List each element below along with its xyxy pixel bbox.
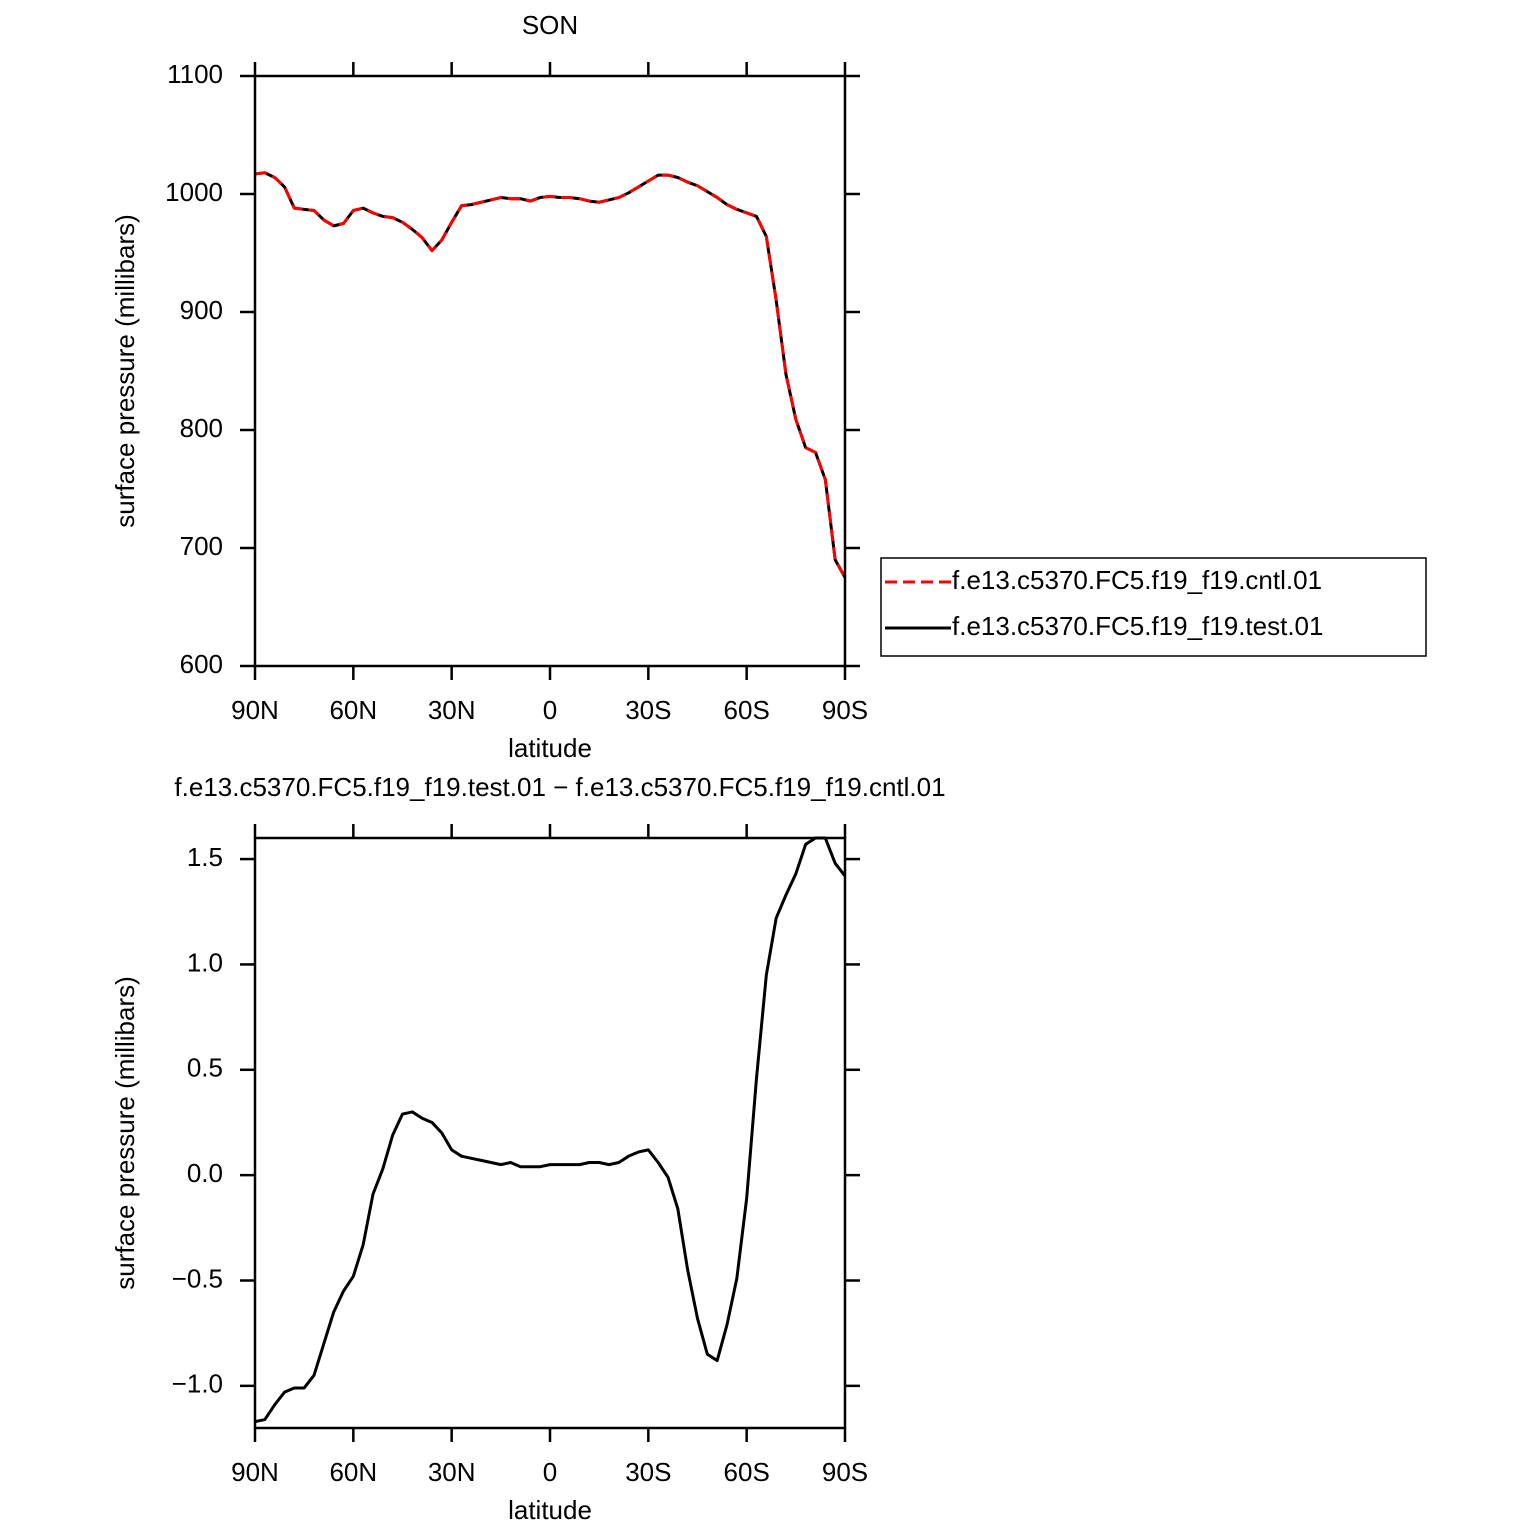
chart-title: f.e13.c5370.FC5.f19_f19.test.01 − f.e13.… (174, 772, 945, 802)
plot-frame (253, 74, 847, 668)
chart-title: SON (522, 10, 578, 40)
x-tick-label: 60N (329, 1457, 377, 1487)
data-line (254, 171, 847, 579)
y-tick-label: 1.5 (187, 842, 223, 872)
y-tick-label: 800 (180, 413, 223, 443)
y-tick-label: 0.0 (187, 1158, 223, 1188)
x-tick-label: 30S (625, 1457, 671, 1487)
data-line (254, 836, 847, 1424)
legend-label: f.e13.c5370.FC5.f19_f19.test.01 (952, 611, 1323, 641)
x-tick-label: 30N (428, 695, 476, 725)
x-tick-label: 30S (625, 695, 671, 725)
data-line (254, 171, 847, 579)
x-axis-label: latitude (508, 733, 592, 763)
x-tick-label: 0 (543, 1457, 557, 1487)
x-tick-label: 60N (329, 695, 377, 725)
x-tick-label: 0 (543, 695, 557, 725)
y-tick-label: −0.5 (172, 1263, 223, 1293)
y-tick-label: 700 (180, 531, 223, 561)
x-axis-label: latitude (508, 1495, 592, 1525)
plot-frame (253, 836, 847, 1430)
y-tick-label: 1.0 (187, 947, 223, 977)
x-tick-label: 60S (724, 695, 770, 725)
y-tick-label: 0.5 (187, 1053, 223, 1083)
x-tick-label: 90N (231, 1457, 279, 1487)
x-tick-label: 30N (428, 1457, 476, 1487)
y-tick-label: 900 (180, 295, 223, 325)
y-axis-label: surface pressure (millibars) (110, 214, 140, 528)
y-tick-label: −1.0 (172, 1369, 223, 1399)
legend-label: f.e13.c5370.FC5.f19_f19.cntl.01 (952, 565, 1322, 595)
y-tick-label: 1000 (165, 177, 223, 207)
x-tick-label: 90N (231, 695, 279, 725)
y-axis-label: surface pressure (millibars) (110, 976, 140, 1290)
x-tick-label: 90S (822, 695, 868, 725)
y-tick-label: 1100 (167, 59, 223, 89)
y-tick-label: 600 (180, 649, 223, 679)
x-tick-label: 60S (724, 1457, 770, 1487)
x-tick-label: 90S (822, 1457, 868, 1487)
legend-box (880, 557, 1427, 657)
